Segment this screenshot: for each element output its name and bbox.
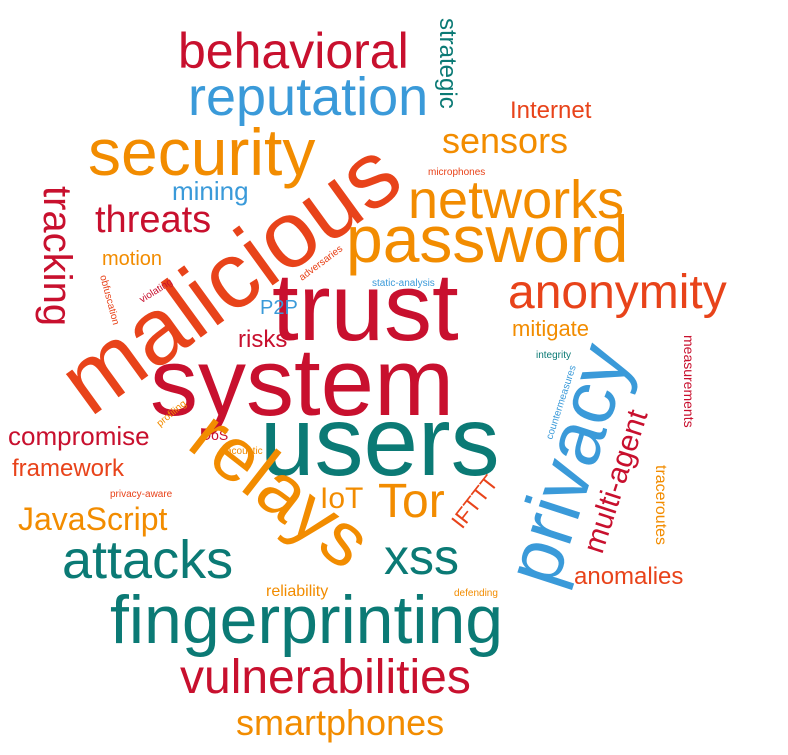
word-compromise: compromise xyxy=(8,421,150,451)
word-defending: defending xyxy=(454,588,498,599)
word-smartphones: smartphones xyxy=(236,702,444,743)
word-anonymity: anonymity xyxy=(508,266,727,319)
word-password: password xyxy=(346,202,628,276)
word-dos: DoS xyxy=(201,427,228,443)
word-tracking: tracking xyxy=(35,186,79,326)
word-iot: IoT xyxy=(320,482,363,515)
word-static-analysis: static-analysis xyxy=(372,278,435,289)
word-motion: motion xyxy=(102,248,162,270)
word-measurements: measurements xyxy=(681,335,697,428)
word-system: system xyxy=(150,329,454,436)
word-integrity: integrity xyxy=(536,350,571,361)
word-privacy-aware: privacy-aware xyxy=(110,489,173,500)
word-fingerprinting: fingerprinting xyxy=(110,582,503,658)
word-risks: risks xyxy=(238,326,287,353)
word-mitigate: mitigate xyxy=(512,316,589,341)
word-vulnerabilities: vulnerabilities xyxy=(180,651,471,704)
word-sensors: sensors xyxy=(442,120,568,161)
word-anomalies: anomalies xyxy=(574,563,683,590)
word-users: users xyxy=(260,386,500,496)
word-p2p: P2P xyxy=(260,297,298,319)
word-tor: Tor xyxy=(378,475,445,528)
word-javascript: JavaScript xyxy=(18,501,168,537)
word-attacks: attacks xyxy=(62,530,233,590)
word-trust: trust xyxy=(272,254,459,361)
word-framework: framework xyxy=(12,455,125,482)
word-acoustic: acoustic xyxy=(226,446,263,457)
word-internet: Internet xyxy=(510,97,592,124)
word-reliability: reliability xyxy=(266,583,328,600)
word-networks: networks xyxy=(408,170,624,230)
word-xss: xss xyxy=(384,529,459,585)
word-microphones: microphones xyxy=(428,167,485,178)
word-security: security xyxy=(88,115,315,189)
word-mining: mining xyxy=(172,176,249,206)
word-behavioral: behavioral xyxy=(178,23,409,79)
word-reputation: reputation xyxy=(188,67,428,127)
word-strategic: strategic xyxy=(434,18,461,109)
word-traceroutes: traceroutes xyxy=(652,465,669,545)
word-threats: threats xyxy=(95,199,211,241)
